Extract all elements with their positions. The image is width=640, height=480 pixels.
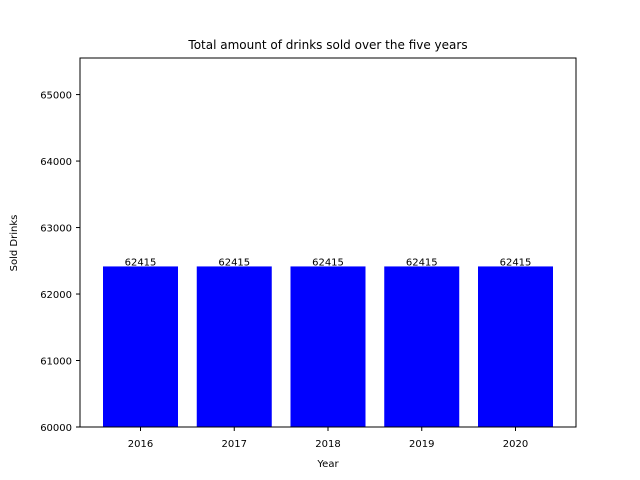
data-label-2020: 62415 bbox=[500, 257, 532, 268]
bar-2018 bbox=[290, 266, 366, 427]
bar-2017 bbox=[196, 266, 272, 427]
y-axis-ticks: 60000 61000 62000 63000 64000 65000 bbox=[40, 91, 80, 434]
y-tick-label-61000: 61000 bbox=[40, 357, 72, 368]
bar-2020 bbox=[478, 266, 553, 427]
x-axis-ticks: 2016 2017 2018 2019 2020 bbox=[128, 427, 528, 450]
x-tick-label-2017: 2017 bbox=[222, 439, 247, 450]
bar-2019 bbox=[384, 266, 460, 427]
data-label-2016: 62415 bbox=[125, 257, 157, 268]
y-axis-label: Sold Drinks bbox=[9, 215, 20, 272]
x-tick-label-2018: 2018 bbox=[315, 439, 340, 450]
x-axis-label: Year bbox=[316, 459, 339, 470]
data-label-2018: 62415 bbox=[312, 257, 344, 268]
chart-title: Total amount of drinks sold over the fiv… bbox=[187, 38, 467, 52]
data-label-2019: 62415 bbox=[406, 257, 438, 268]
y-tick-label-60000: 60000 bbox=[40, 423, 72, 434]
y-tick-label-64000: 64000 bbox=[40, 157, 72, 168]
y-tick-label-63000: 63000 bbox=[40, 224, 72, 235]
x-tick-label-2019: 2019 bbox=[409, 439, 434, 450]
data-label-2017: 62415 bbox=[218, 257, 250, 268]
x-tick-label-2016: 2016 bbox=[128, 439, 153, 450]
bar-2016 bbox=[103, 266, 178, 427]
y-tick-label-62000: 62000 bbox=[40, 290, 72, 301]
x-tick-label-2020: 2020 bbox=[503, 439, 528, 450]
data-labels-group: 62415 62415 62415 62415 62415 bbox=[125, 257, 532, 268]
y-tick-label-65000: 65000 bbox=[40, 91, 72, 102]
plot-frame bbox=[79, 57, 577, 428]
bars-group bbox=[103, 266, 553, 427]
